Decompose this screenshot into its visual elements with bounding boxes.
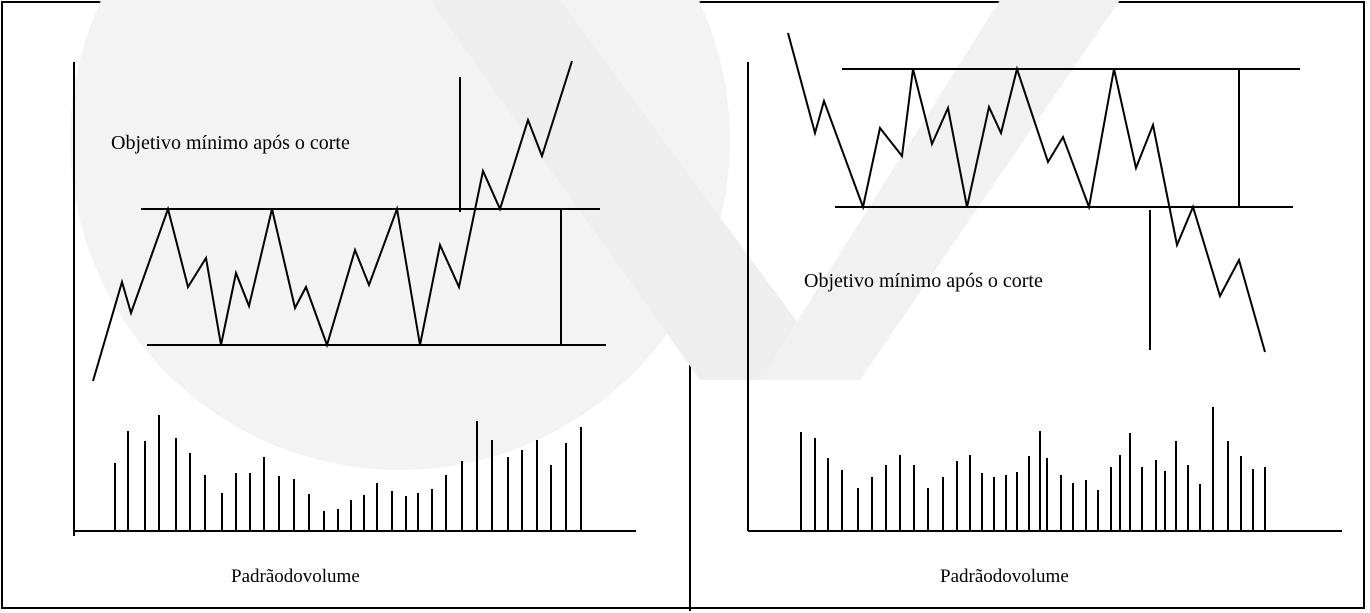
left-target-label: Objetivo mínimo após o corte bbox=[111, 132, 350, 154]
left-price-line bbox=[92, 60, 573, 382]
left-volume-bars bbox=[114, 415, 582, 531]
right-price-line bbox=[787, 32, 1266, 353]
right-volume-caption: Padrãodovolume bbox=[940, 566, 1069, 587]
right-target-label: Objetivo mínimo após o corte bbox=[804, 270, 1043, 292]
left-volume-caption: Padrãodovolume bbox=[231, 566, 360, 587]
right-volume-bars bbox=[800, 407, 1266, 531]
